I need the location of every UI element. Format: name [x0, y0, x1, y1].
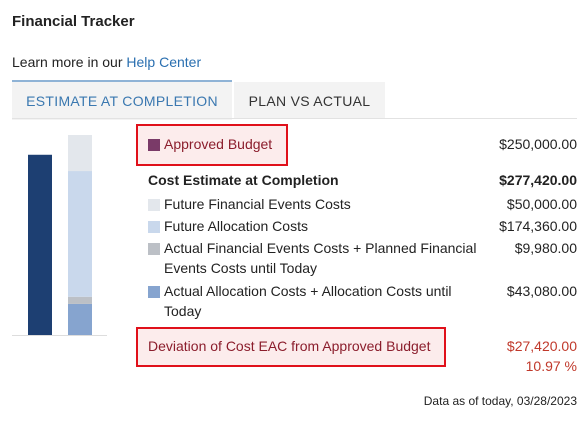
item-amount: $50,000.00 — [506, 196, 577, 212]
legend-swatch — [148, 286, 160, 298]
deviation-amount: $27,420.00 — [506, 338, 577, 354]
help-row: Learn more in our Help Center — [12, 52, 201, 72]
footer: Data as of today, 03/28/2023 — [423, 394, 577, 408]
help-link[interactable]: Help Center — [126, 54, 202, 70]
tab-active[interactable]: ESTIMATE AT COMPLETION — [12, 80, 232, 120]
deviation-label: Deviation of Cost EAC from Approved Budg… — [148, 338, 431, 354]
deviation-percent: 10.97 % — [525, 358, 577, 374]
item-label: Future Allocation Costs — [164, 218, 308, 234]
eac-label: Cost Estimate at Completion — [148, 172, 339, 188]
legend-swatch — [148, 243, 160, 255]
item-label: Future Financial Events Costs — [164, 196, 351, 212]
bar-segment — [68, 135, 92, 172]
item-label: Actual Allocation Costs + Allocation Cos… — [164, 283, 452, 319]
item-label: Actual Financial Events Costs + Planned … — [164, 240, 477, 276]
highlight-box — [136, 124, 288, 166]
item-amount: $9,980.00 — [514, 240, 577, 256]
mini-chart — [12, 135, 107, 336]
bar-segment — [68, 303, 92, 335]
title: Financial Tracker — [12, 13, 135, 30]
highlight-box — [136, 327, 446, 367]
tab[interactable]: PLAN VS ACTUAL — [234, 82, 385, 118]
tab-divider — [12, 118, 577, 119]
budget-amount: $250,000.00 — [499, 136, 577, 152]
eac-amount: $277,420.00 — [499, 172, 577, 188]
budget-label: Approved Budget — [164, 136, 273, 152]
bar-segment — [68, 171, 92, 297]
bar-segment — [28, 154, 52, 335]
legend-swatch — [148, 199, 160, 211]
bar-segment — [68, 296, 92, 304]
legend-swatch — [148, 139, 160, 151]
item-amount: $174,360.00 — [499, 218, 577, 234]
item-amount: $43,080.00 — [506, 283, 577, 299]
legend-swatch — [148, 221, 160, 233]
help-text: Learn more in our — [12, 54, 123, 70]
